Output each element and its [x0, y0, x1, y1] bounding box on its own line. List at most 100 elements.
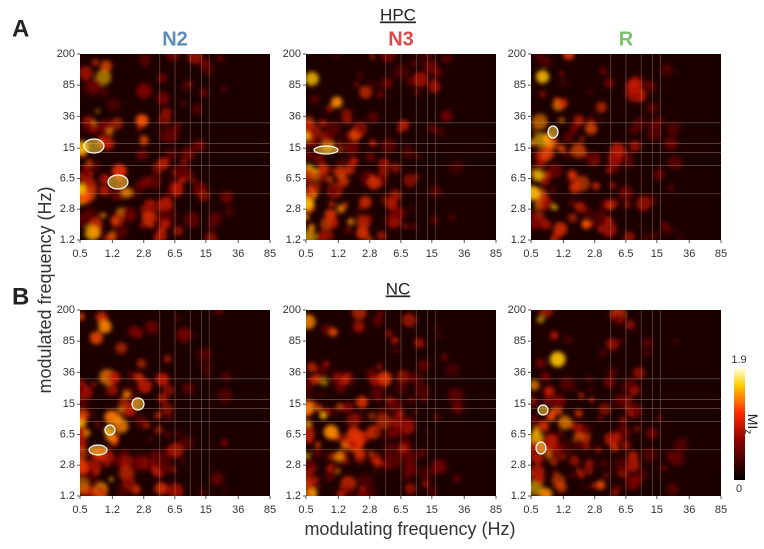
- panel-letter: B: [12, 283, 29, 310]
- heat-blob: [136, 83, 153, 99]
- y-tick-label: 6.5: [286, 428, 301, 440]
- heat-blob: [372, 314, 384, 327]
- heat-blob: [533, 473, 545, 485]
- heat-blob: [531, 113, 548, 130]
- heat-blob: [404, 482, 417, 495]
- heat-blob: [317, 483, 322, 488]
- x-tick-label: 85: [715, 248, 727, 260]
- heat-blob: [148, 322, 159, 333]
- heat-blob: [558, 415, 572, 430]
- significance-contour: [83, 138, 105, 154]
- heat-blob: [650, 232, 657, 239]
- heat-blob: [327, 176, 333, 183]
- heat-blob: [590, 221, 597, 227]
- heat-blob: [370, 54, 376, 60]
- heat-blob: [358, 202, 366, 210]
- heat-blob: [306, 401, 315, 414]
- heatmap-texture: [531, 54, 683, 240]
- heat-blob: [220, 191, 233, 204]
- heat-blob: [391, 206, 406, 220]
- heat-blob: [128, 325, 140, 337]
- heat-blob: [402, 313, 417, 328]
- heat-blob: [413, 89, 420, 96]
- heat-blob: [122, 475, 137, 490]
- heatmap: [80, 310, 270, 496]
- heat-blob: [336, 403, 343, 410]
- x-tick-label: 6.5: [618, 248, 633, 260]
- heat-blob: [551, 394, 566, 409]
- y-tick-label: 1.2: [286, 490, 301, 502]
- heat-blob: [549, 330, 559, 340]
- heat-blob: [180, 457, 185, 463]
- y-tick-label: 15: [63, 142, 75, 154]
- heat-blob: [100, 88, 109, 97]
- heat-blob: [153, 233, 163, 240]
- heat-blob: [139, 135, 149, 145]
- x-tick-label: 15: [426, 504, 438, 516]
- heat-blob: [367, 176, 381, 190]
- heat-blob: [95, 109, 100, 114]
- heat-blob: [545, 434, 558, 447]
- heat-blob: [331, 411, 337, 417]
- x-tick-label: 0.5: [72, 248, 87, 260]
- heat-blob: [153, 169, 159, 175]
- x-tick-label: 1.2: [556, 504, 571, 516]
- heat-blob: [562, 149, 572, 159]
- heat-blob: [198, 87, 209, 98]
- heat-blob: [191, 103, 203, 115]
- heat-blob: [88, 170, 94, 176]
- heat-blob: [660, 464, 668, 472]
- heat-blob: [89, 412, 95, 417]
- heat-blob: [592, 182, 600, 190]
- heat-blob: [668, 155, 683, 170]
- x-tick-label: 15: [426, 248, 438, 260]
- heat-blob: [164, 413, 174, 423]
- y-tick-label: 6.5: [286, 172, 301, 184]
- x-tick-label: 36: [458, 504, 470, 516]
- heat-blob: [342, 202, 348, 208]
- heat-blob: [557, 98, 568, 109]
- heat-blob: [643, 350, 650, 357]
- heat-blob: [402, 421, 415, 435]
- heat-blob: [142, 458, 155, 471]
- heat-blob: [551, 204, 558, 211]
- heat-blob: [306, 120, 313, 133]
- heat-blob: [306, 418, 314, 434]
- heat-blob: [380, 77, 393, 90]
- heat-blob: [559, 78, 567, 87]
- heat-blob: [310, 139, 319, 149]
- heat-blob: [532, 452, 544, 465]
- heat-blob: [312, 447, 324, 460]
- heat-blob: [313, 152, 325, 165]
- y-tick-label: 6.5: [60, 428, 75, 440]
- heat-blob: [80, 458, 88, 474]
- x-tick-label: 85: [715, 504, 727, 516]
- heat-blob: [369, 391, 380, 401]
- heat-blob: [374, 467, 379, 473]
- heat-blob: [535, 357, 546, 369]
- heat-blob: [597, 227, 602, 233]
- heat-blob: [80, 312, 85, 321]
- heat-blob: [121, 187, 133, 198]
- heat-blob: [632, 366, 646, 380]
- heatmap-texture: [531, 310, 688, 496]
- heat-blob: [623, 200, 631, 209]
- heat-blob: [175, 163, 191, 180]
- heat-blob: [324, 471, 335, 482]
- heat-blob: [153, 468, 159, 474]
- y-tick-label: 200: [283, 304, 301, 316]
- heat-blob: [100, 60, 112, 73]
- y-tick-label: 85: [289, 335, 301, 347]
- heat-blob: [306, 362, 317, 373]
- heat-blob: [410, 60, 417, 67]
- y-tick-label: 1.2: [511, 234, 526, 246]
- heat-blob: [536, 147, 543, 154]
- heat-blob: [356, 226, 370, 240]
- x-tick-label: 36: [232, 248, 244, 260]
- heat-blob: [306, 213, 310, 221]
- heat-blob: [365, 367, 377, 380]
- heat-blob: [642, 447, 657, 463]
- heat-blob: [332, 464, 341, 473]
- heat-blob: [610, 432, 622, 443]
- heat-blob: [607, 468, 613, 474]
